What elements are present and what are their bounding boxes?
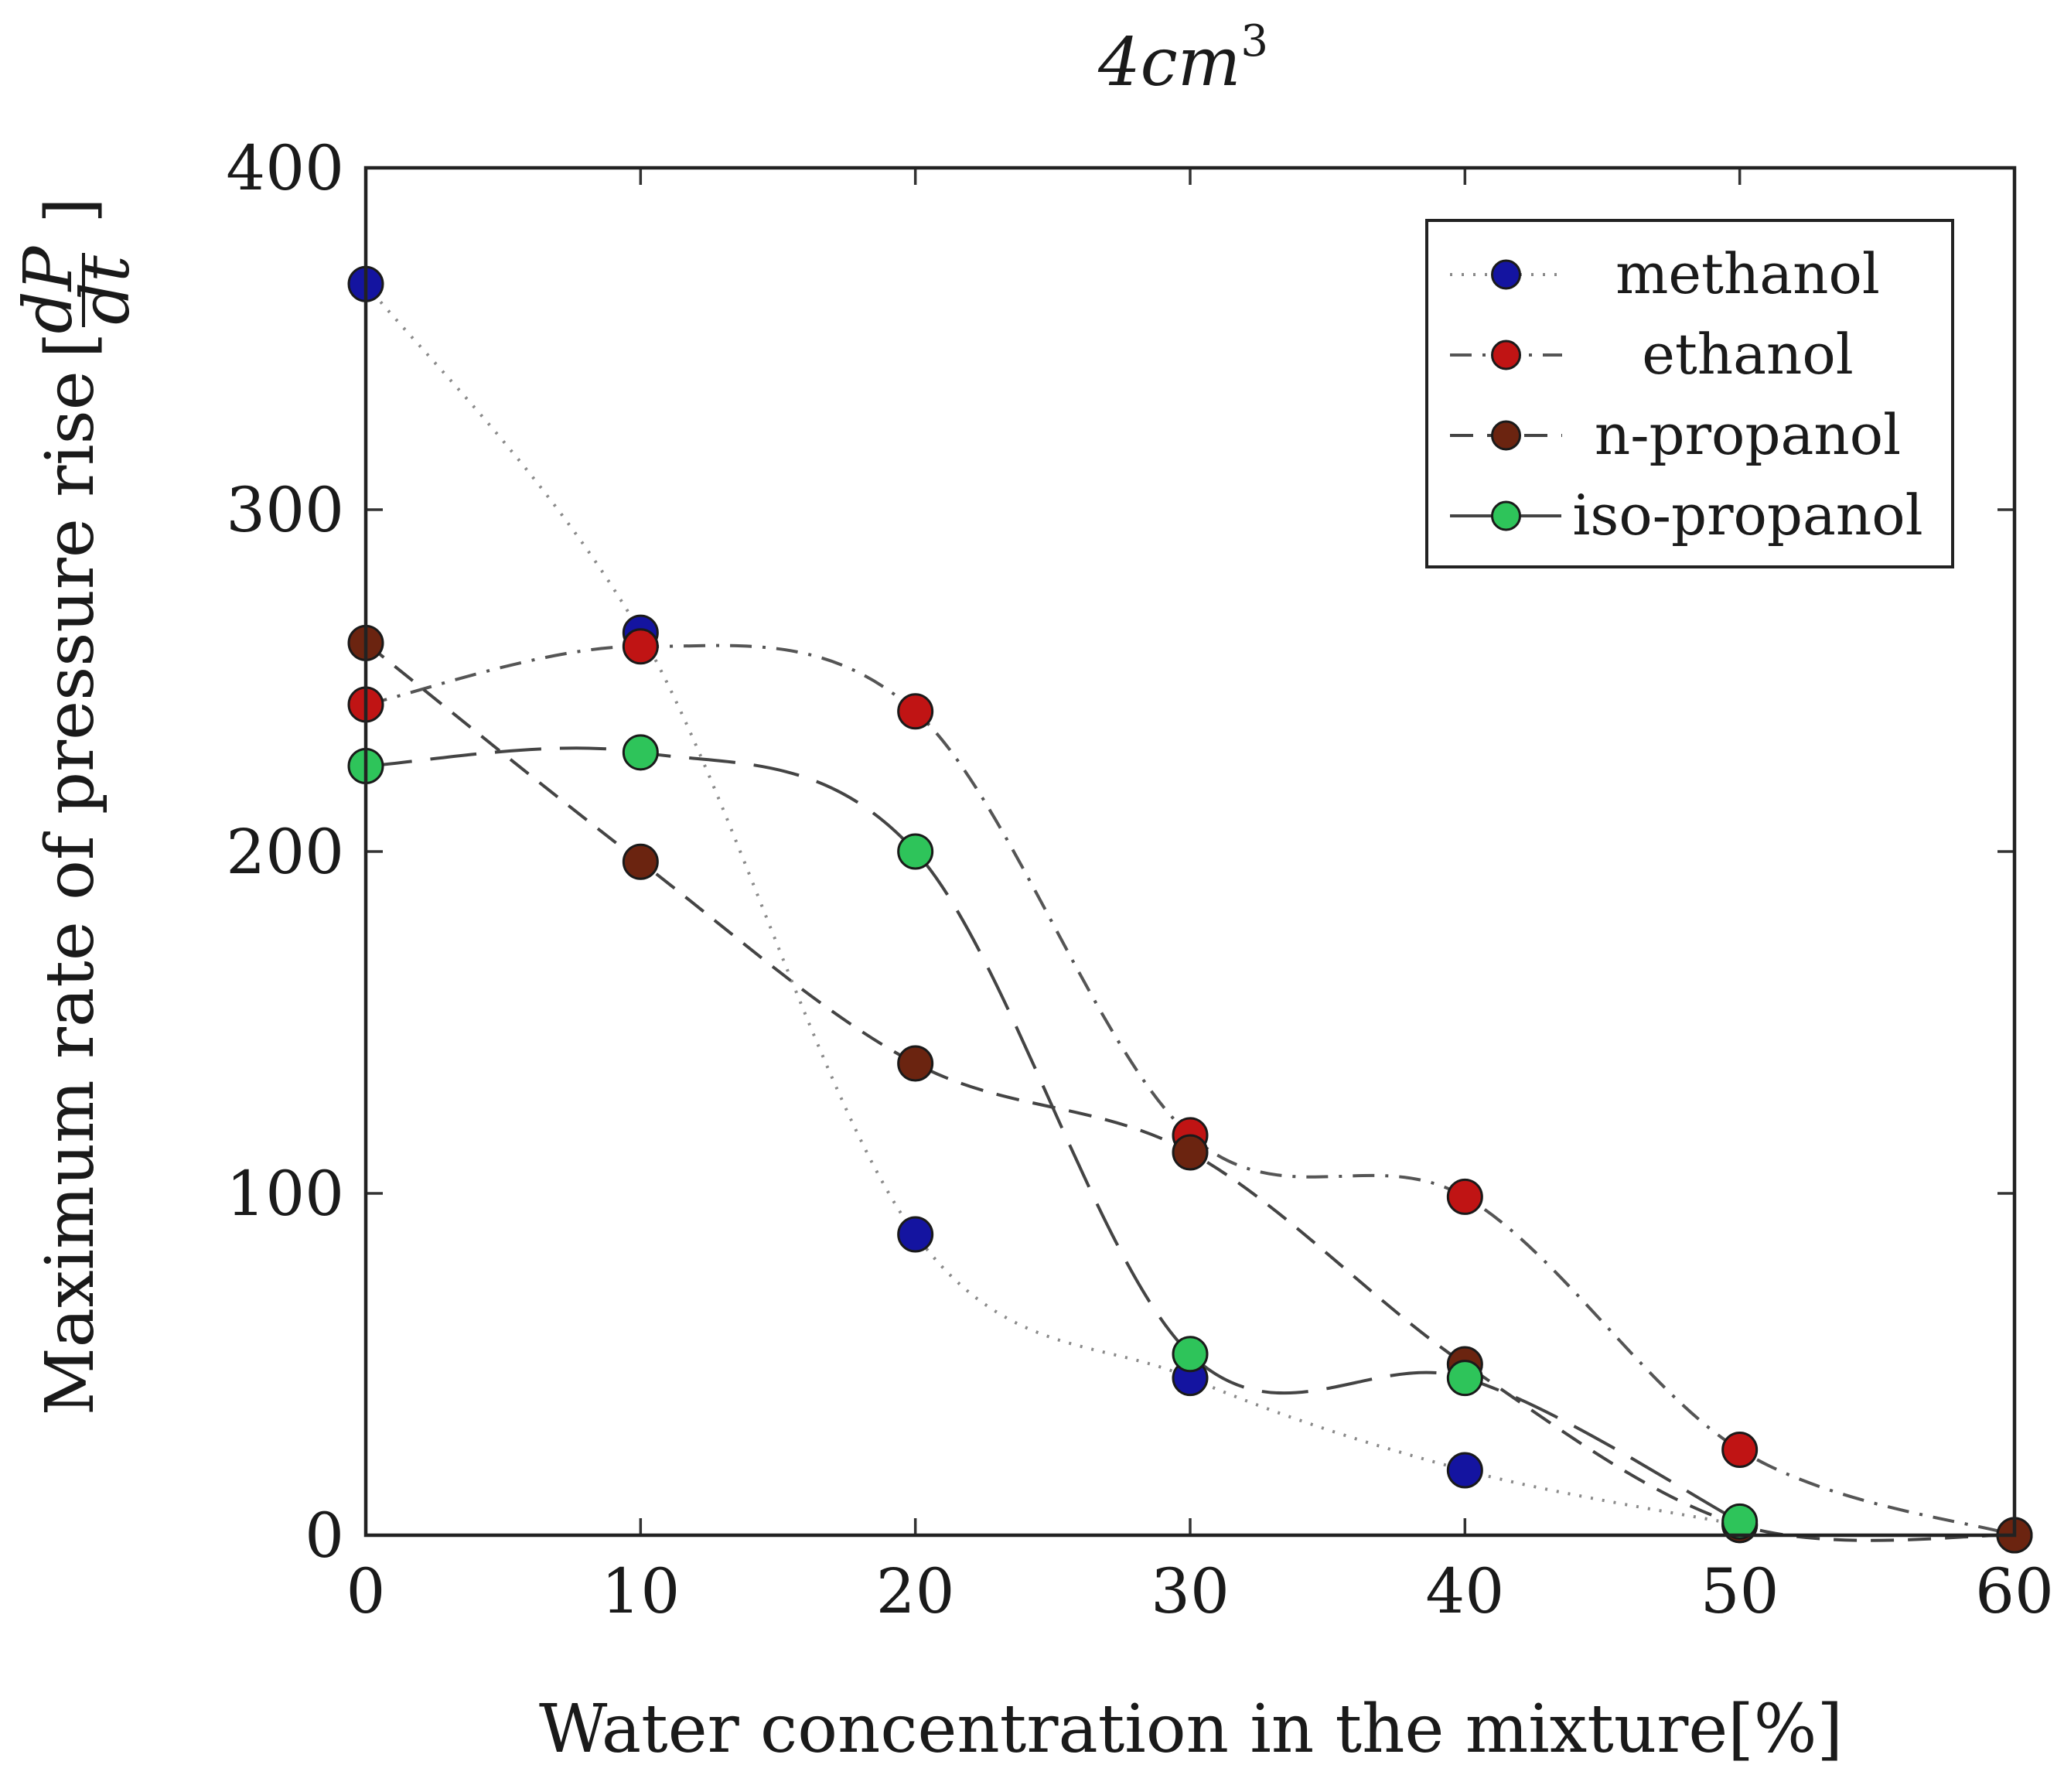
data-point-n-propanol — [1172, 1134, 1209, 1171]
data-point-n-propanol — [622, 843, 659, 880]
legend-label-iso-propanol: iso-propanol — [1572, 483, 1922, 548]
x-axis-title: Water concentration in the mixture[%] — [539, 1691, 1843, 1768]
x-tick-label: 40 — [1425, 1555, 1504, 1627]
x-tick-label: 50 — [1701, 1555, 1779, 1627]
legend-marker-methanol — [1491, 259, 1521, 290]
y-axis-title-fraction: dP dt — [10, 244, 145, 333]
data-point-ethanol — [1721, 1432, 1759, 1468]
y-axis-fraction-numerator: dP — [10, 244, 87, 333]
y-tick-label: 200 — [226, 816, 344, 888]
y-tick-label: 100 — [226, 1158, 344, 1230]
y-axis-fraction-denominator: dt — [67, 255, 145, 325]
legend-marker-ethanol — [1491, 340, 1521, 370]
data-point-iso-propanol — [897, 833, 934, 870]
data-point-ethanol — [1446, 1178, 1483, 1215]
x-tick-label: 60 — [1975, 1555, 2054, 1627]
data-point-iso-propanol — [1721, 1503, 1759, 1540]
y-axis-title-close-bracket: ] — [32, 197, 109, 224]
legend: methanol ethanol n-propanol iso-propanol — [1425, 219, 1954, 568]
y-tick-label: 0 — [305, 1500, 344, 1572]
series-line-methanol — [364, 283, 1741, 1527]
legend-marker-n-propanol — [1491, 420, 1521, 451]
x-tick-label: 10 — [601, 1555, 680, 1627]
x-tick-label: 20 — [876, 1555, 955, 1627]
axis-ticks: 0 10 20 30 40 50 60 0 100 200 300 400 — [226, 132, 2054, 1627]
y-axis-title-text: Maximum rate of pressure rise — [32, 370, 109, 1415]
y-tick-label: 300 — [226, 474, 344, 546]
data-point-methanol — [1446, 1452, 1483, 1489]
legend-marker-iso-propanol — [1491, 500, 1521, 531]
series-markers — [347, 265, 2033, 1554]
data-point-iso-propanol — [1172, 1336, 1209, 1373]
svg-text:]: ] — [32, 197, 109, 224]
data-point-methanol — [897, 1216, 934, 1253]
legend-label-n-propanol: n-propanol — [1595, 402, 1901, 467]
plot-frame — [363, 166, 2017, 1538]
data-point-iso-propanol — [622, 734, 659, 771]
svg-text:Maximum rate of pressure rise[: Maximum rate of pressure rise[ — [32, 333, 109, 1416]
y-tick-label: 400 — [226, 132, 344, 204]
legend-label-ethanol: ethanol — [1642, 322, 1854, 387]
chart-title: 4cm3 — [1097, 16, 1268, 101]
data-point-ethanol — [897, 693, 934, 730]
data-point-ethanol — [622, 628, 659, 665]
x-tick-label: 30 — [1151, 1555, 1230, 1627]
data-point-iso-propanol — [1446, 1360, 1483, 1397]
data-point-n-propanol — [897, 1045, 934, 1082]
y-axis-title: Maximum rate of pressure rise[ — [32, 333, 109, 1416]
legend-label-methanol: methanol — [1615, 241, 1880, 306]
x-tick-label: 0 — [346, 1555, 386, 1627]
